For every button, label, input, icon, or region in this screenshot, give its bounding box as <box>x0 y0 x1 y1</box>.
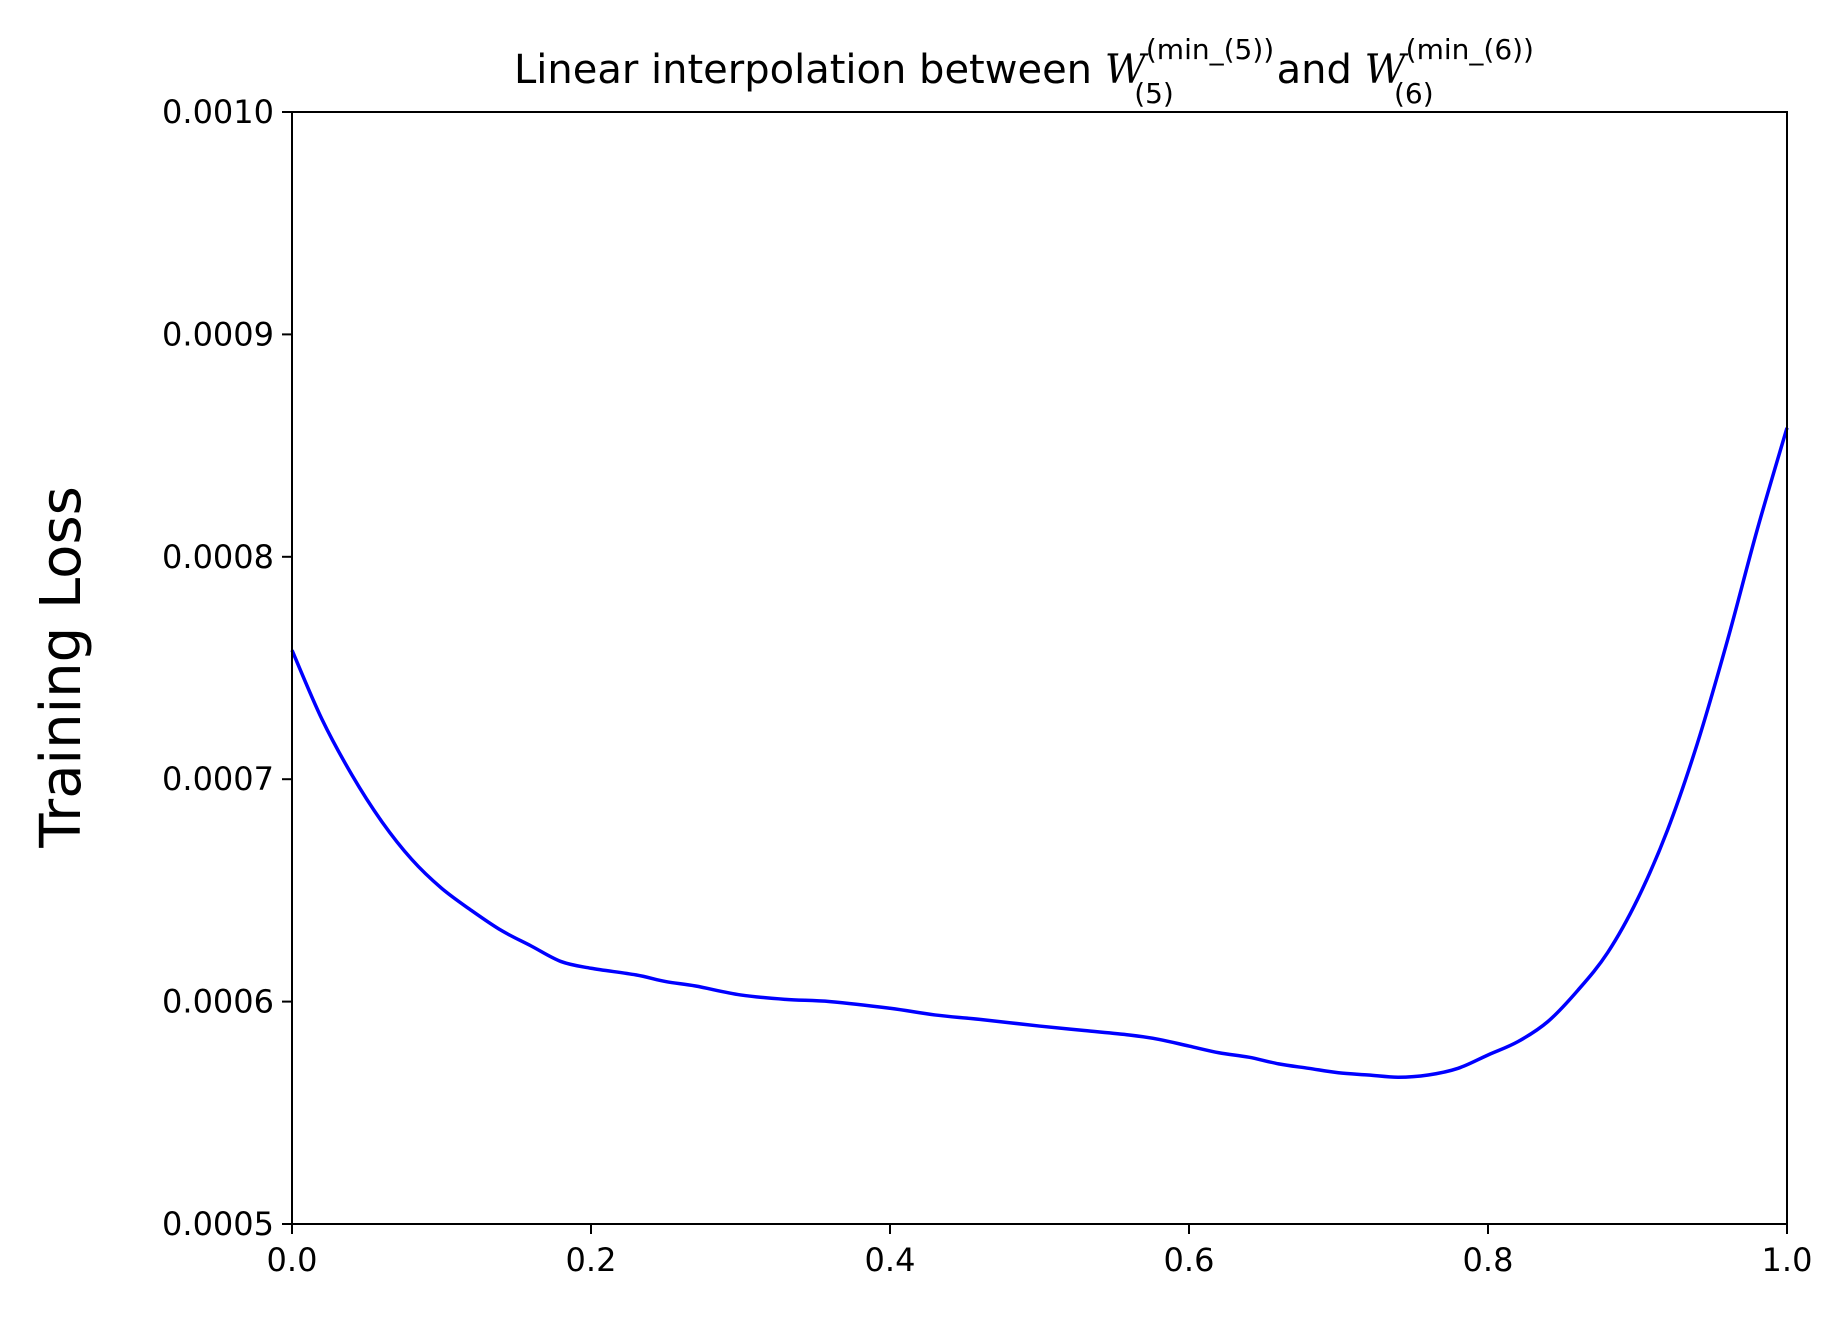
y-tick-label: 0.0010 <box>162 93 274 131</box>
chart-title: Linear interpolation between W(min_(5))(… <box>514 33 1534 110</box>
title-var2-subscript: (6) <box>1394 77 1434 110</box>
series-line-0 <box>290 427 1789 1079</box>
title-var2-superscript: (min_(6)) <box>1406 33 1534 66</box>
y-tick-label: 0.0009 <box>162 315 274 353</box>
title-var1-subscript: (5) <box>1134 77 1174 110</box>
y-tick-label: 0.0007 <box>162 760 274 798</box>
x-tick-label: 1.0 <box>1762 1241 1813 1279</box>
y-axis-label: Training Loss <box>29 486 94 849</box>
x-tick-label: 0.2 <box>566 1241 617 1279</box>
x-tick-label: 0.8 <box>1463 1241 1514 1279</box>
axes-frame <box>291 111 1788 1225</box>
plot-area <box>290 427 1789 1079</box>
title-var1: W <box>1105 47 1149 93</box>
y-tick-label: 0.0006 <box>162 983 274 1021</box>
y-tick-label: 0.0005 <box>162 1205 274 1243</box>
title-var1-superscript: (min_(5)) <box>1146 33 1274 66</box>
title-var2: W <box>1365 47 1409 93</box>
x-tick-label: 0.0 <box>267 1241 318 1279</box>
x-tick-label: 0.6 <box>1164 1241 1215 1279</box>
title-prefix: Linear interpolation between <box>514 47 1105 93</box>
title-conjunction: and <box>1264 47 1365 93</box>
x-tick-label: 0.4 <box>865 1241 916 1279</box>
y-tick-label: 0.0008 <box>162 538 274 576</box>
ticks-layer: 0.0 0.2 0.4 0.6 0.8 1.0 0.0005 0.0006 0.0007 0.00… <box>162 93 1812 1279</box>
